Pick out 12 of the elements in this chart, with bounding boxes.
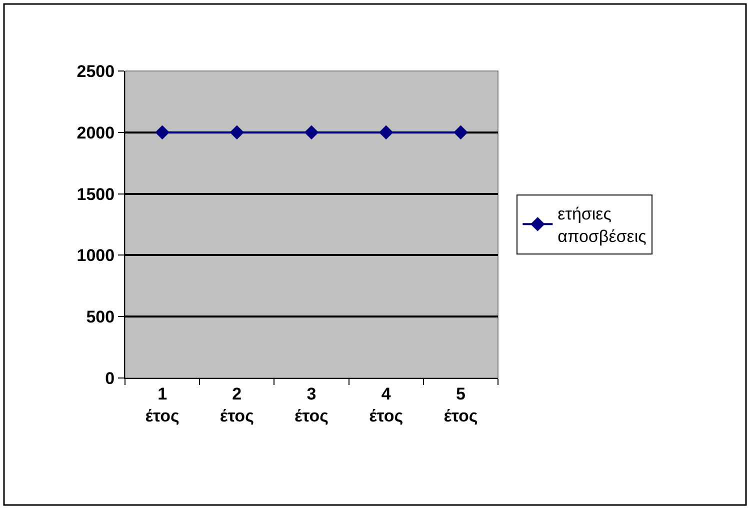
y-tick-label: 2000 [76,123,115,142]
x-tick-label: 4 έτος [369,384,404,426]
y-tick-label: 0 [105,368,115,388]
legend-label: ετήσιες αποσβέσεις [558,204,646,246]
y-tick-label: 1500 [76,184,115,204]
y-tick-label: 500 [86,308,115,327]
x-tick-label: 3 έτος [294,384,329,426]
y-tick-label: 2500 [76,62,115,81]
y-tick-label: 1000 [76,246,115,266]
x-tick-label: 2 έτος [220,384,254,426]
x-tick-label: 1 έτος [145,384,180,426]
x-tick-label: 5 έτος [444,384,478,426]
